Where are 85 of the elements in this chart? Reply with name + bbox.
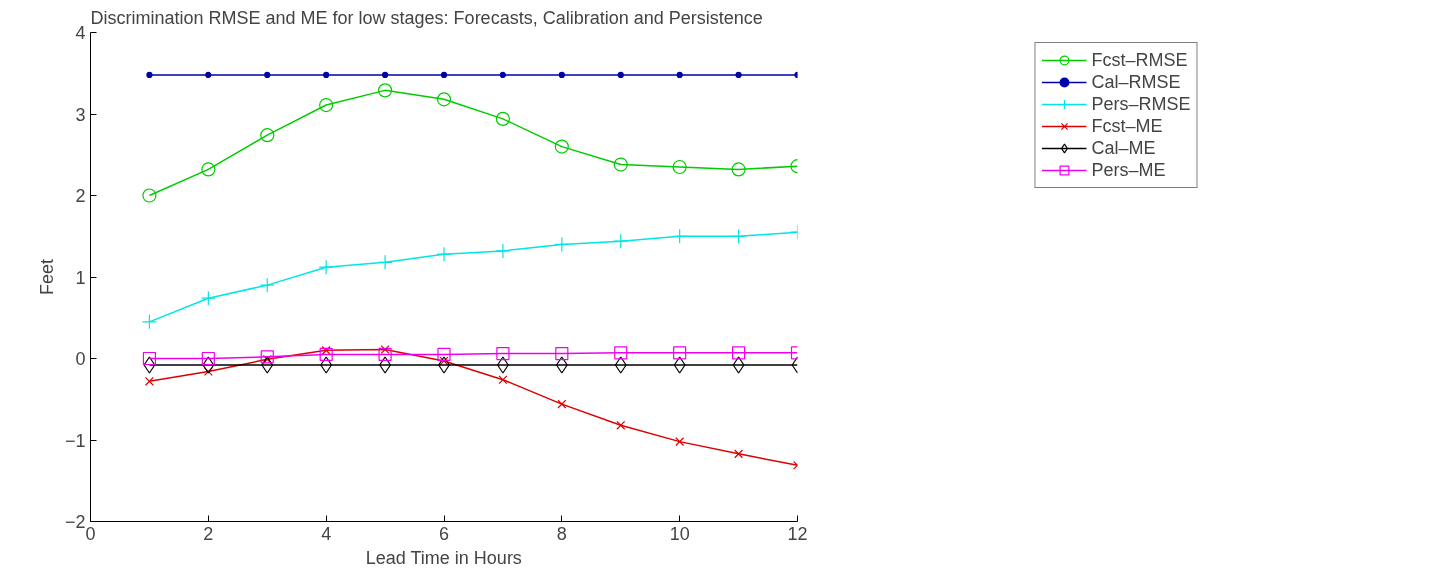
y-tick-label: 4 xyxy=(75,23,86,43)
point xyxy=(614,346,628,360)
point xyxy=(321,345,331,355)
point xyxy=(323,71,330,78)
point xyxy=(146,71,153,78)
x-tick-label: 10 xyxy=(669,523,690,544)
point xyxy=(498,375,508,385)
point xyxy=(613,233,629,249)
legend-label: Pers–RMSE xyxy=(1091,93,1191,115)
point xyxy=(142,351,157,366)
x-axis-title: Lead Time in Hours xyxy=(365,547,522,568)
point xyxy=(496,356,509,374)
point xyxy=(142,188,157,203)
legend-label: Fcst–RMSE xyxy=(1091,49,1188,71)
x-tick-label: 12 xyxy=(787,523,808,544)
point xyxy=(672,159,687,175)
point xyxy=(261,356,274,374)
legend-label: Pers–ME xyxy=(1091,159,1166,181)
point xyxy=(675,437,685,447)
point xyxy=(379,356,392,374)
point xyxy=(319,97,334,113)
point xyxy=(205,71,212,78)
y-tick-label: −2 xyxy=(64,512,86,532)
y-tick-label: 3 xyxy=(75,104,86,125)
chart-title: Discrimination RMSE and ME for low stages: Forecasts, Calibration and Persistence xyxy=(90,7,763,28)
point xyxy=(319,347,333,362)
point xyxy=(259,277,275,293)
point xyxy=(731,162,746,177)
x-tick-label: 4 xyxy=(321,523,332,544)
x-tick-label: 8 xyxy=(556,523,567,544)
point xyxy=(614,356,627,374)
point xyxy=(320,356,333,374)
point xyxy=(378,347,392,362)
point xyxy=(203,367,213,377)
point xyxy=(558,71,565,78)
point xyxy=(377,83,393,98)
point xyxy=(264,71,271,78)
point xyxy=(676,71,683,78)
point xyxy=(735,71,742,78)
point xyxy=(732,356,745,374)
point xyxy=(201,162,216,177)
point xyxy=(202,356,215,374)
point xyxy=(440,71,448,78)
point xyxy=(554,139,569,154)
point xyxy=(613,157,628,172)
point xyxy=(496,347,510,361)
point xyxy=(555,356,568,374)
point xyxy=(260,350,274,364)
y-tick-label: 0 xyxy=(75,349,86,369)
y-tick-label: −1 xyxy=(64,430,86,451)
point xyxy=(201,351,215,366)
point xyxy=(555,347,569,361)
point xyxy=(200,290,216,306)
point xyxy=(260,128,275,143)
point xyxy=(141,314,158,330)
point xyxy=(380,345,390,355)
point xyxy=(495,243,511,259)
point xyxy=(318,259,334,275)
point xyxy=(436,92,452,107)
x-tick-label: 2 xyxy=(203,523,214,544)
point xyxy=(734,449,744,459)
x-tick-label: 6 xyxy=(438,523,450,544)
point xyxy=(730,228,747,244)
y-tick-label: 1 xyxy=(75,267,86,288)
point xyxy=(557,399,567,409)
point xyxy=(143,356,156,374)
point xyxy=(377,254,393,270)
point xyxy=(617,71,624,78)
point xyxy=(381,71,389,78)
point xyxy=(673,346,687,360)
legend-label: Cal–RMSE xyxy=(1091,71,1181,93)
point xyxy=(437,347,451,362)
point xyxy=(616,420,626,430)
legend-label: Fcst–ME xyxy=(1091,115,1163,137)
point xyxy=(495,111,511,126)
point xyxy=(554,236,570,252)
y-tick-label: 2 xyxy=(75,186,86,206)
legend-label: Cal–ME xyxy=(1091,137,1156,159)
point xyxy=(499,71,507,78)
point xyxy=(672,228,688,244)
point xyxy=(436,246,452,262)
point xyxy=(673,356,686,374)
point xyxy=(144,376,154,386)
y-axis-title: Feet xyxy=(36,258,57,296)
point xyxy=(731,346,746,360)
